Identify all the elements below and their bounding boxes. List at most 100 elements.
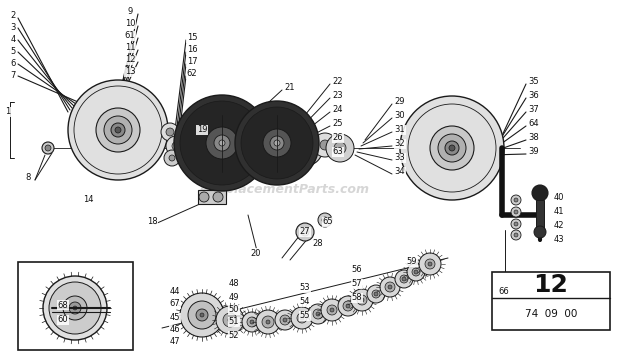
Bar [183,130,191,146]
Circle shape [514,198,518,202]
Circle shape [313,309,323,319]
Circle shape [161,123,179,141]
Circle shape [300,143,310,153]
Text: 9: 9 [127,7,133,16]
Circle shape [247,317,257,327]
Circle shape [241,107,313,179]
Circle shape [174,95,270,191]
Circle shape [262,316,274,328]
Text: 34: 34 [395,167,405,176]
Circle shape [275,310,295,330]
Text: 13: 13 [125,67,135,76]
Text: 14: 14 [82,196,93,205]
Text: 3: 3 [11,22,16,31]
Text: 21: 21 [285,84,295,92]
Circle shape [412,268,420,276]
Circle shape [514,210,518,214]
Circle shape [69,302,81,314]
Circle shape [380,277,400,297]
Text: 40: 40 [554,193,564,202]
Text: 61: 61 [125,31,135,40]
Circle shape [291,307,313,329]
Bar [18,262,133,350]
Circle shape [166,136,186,156]
Text: 60: 60 [58,316,68,325]
Text: 53: 53 [299,283,311,292]
Circle shape [96,108,140,152]
Circle shape [216,306,244,334]
Text: 64: 64 [529,120,539,129]
Text: 38: 38 [529,134,539,142]
Circle shape [295,138,315,158]
Text: 6: 6 [11,59,16,67]
Circle shape [511,207,521,217]
Circle shape [430,126,474,170]
Circle shape [320,140,330,150]
Text: 39: 39 [529,147,539,156]
Circle shape [449,145,455,151]
Text: 42: 42 [554,221,564,231]
Circle shape [425,259,435,269]
Circle shape [330,308,334,312]
Text: 10: 10 [125,20,135,29]
Circle shape [115,127,121,133]
Circle shape [321,299,343,321]
Text: 8: 8 [25,174,30,182]
Text: 50: 50 [229,306,239,315]
Text: 66: 66 [498,287,510,297]
Circle shape [196,309,208,321]
Text: 58: 58 [352,293,362,302]
Text: 57: 57 [352,280,362,288]
Text: 16: 16 [187,45,197,55]
Text: 24: 24 [333,106,343,115]
Text: 26: 26 [333,134,343,142]
Circle shape [534,226,546,238]
Circle shape [313,133,337,157]
Text: 32: 32 [395,140,405,149]
Circle shape [274,140,280,146]
Text: 47: 47 [170,337,180,347]
Circle shape [297,313,307,323]
Text: 31: 31 [395,126,405,135]
Circle shape [111,123,125,137]
Circle shape [200,313,204,317]
Circle shape [73,306,77,310]
Circle shape [326,134,354,162]
Circle shape [104,116,132,144]
Circle shape [301,228,309,236]
Text: 22: 22 [333,77,343,86]
Circle shape [327,305,337,315]
Circle shape [172,142,180,150]
Circle shape [322,217,328,223]
Circle shape [351,289,373,311]
Circle shape [402,277,406,281]
Text: 7: 7 [11,70,16,80]
Circle shape [166,128,174,136]
Circle shape [445,141,459,155]
Circle shape [367,285,385,303]
Circle shape [235,101,319,185]
Text: 11: 11 [125,44,135,52]
Text: 52: 52 [229,332,239,341]
Circle shape [223,313,237,327]
Circle shape [228,318,232,322]
Circle shape [169,155,175,161]
Text: 33: 33 [394,154,405,162]
Text: 48: 48 [229,280,239,288]
Text: 56: 56 [352,266,362,275]
Circle shape [511,230,521,240]
Circle shape [343,301,353,311]
Text: 4: 4 [11,35,16,44]
Circle shape [280,315,290,325]
Text: 65: 65 [322,217,334,226]
Text: 19: 19 [197,126,207,135]
Text: 12: 12 [534,273,569,297]
Circle shape [357,295,367,305]
Text: 30: 30 [395,111,405,121]
Circle shape [164,150,180,166]
Text: 44: 44 [170,287,180,297]
Text: 46: 46 [170,326,180,335]
Circle shape [68,80,168,180]
Circle shape [263,129,291,157]
Circle shape [49,282,101,334]
